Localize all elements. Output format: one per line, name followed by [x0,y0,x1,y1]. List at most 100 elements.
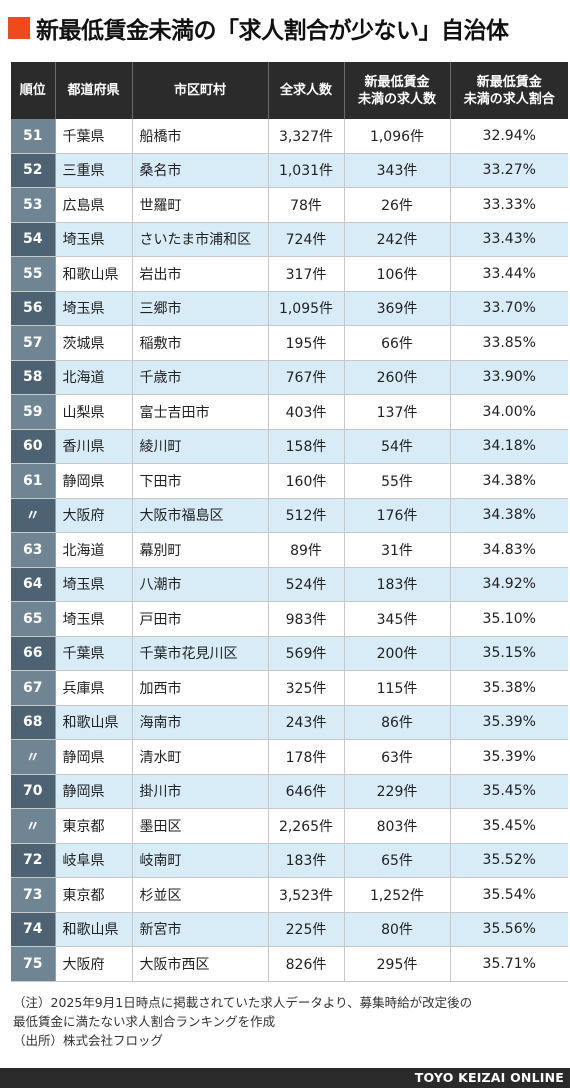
below-wage-jobs-cell: 55件 [344,463,451,499]
municipality-cell: 大阪市福島区 [132,498,269,533]
below-wage-jobs-cell: 80件 [344,912,451,947]
footnote: （注）2025年9月1日時点に掲載されていた求人データより、募集時給が改定後の … [13,993,561,1050]
rank-cell: 〃 [11,498,56,533]
municipality-cell: 掛川市 [132,774,269,809]
municipality-cell: 稲敷市 [132,325,269,361]
table-row: 64 埼玉県 八潮市 524件 183件 34.92% [11,567,568,602]
municipality-cell: 千歳市 [132,360,269,395]
rank-cell: 72 [11,843,56,878]
municipality-cell: 桑名市 [132,153,269,188]
table-row: 70 静岡県 掛川市 646件 229件 35.45% [11,774,568,809]
below-wage-ratio-cell: 34.00% [450,394,568,430]
total-jobs-cell: 3,523件 [268,877,345,913]
table-row: 61 静岡県 下田市 160件 55件 34.38% [11,463,568,499]
below-wage-jobs-cell: 31件 [344,532,451,568]
below-wage-ratio-cell: 33.44% [450,256,568,292]
footnote-source: （出所）株式会社フロッグ [13,1033,164,1048]
municipality-cell: 三郷市 [132,291,269,326]
below-wage-ratio-cell: 35.45% [450,774,568,809]
prefecture-cell: 埼玉県 [55,291,133,326]
below-wage-jobs-cell: 343件 [344,153,451,188]
table-row: 73 東京都 杉並区 3,523件 1,252件 35.54% [11,877,568,913]
below-wage-jobs-cell: 1,252件 [344,877,451,913]
municipality-cell: さいたま市浦和区 [132,222,269,257]
below-wage-ratio-cell: 33.33% [450,187,568,223]
table-row: 58 北海道 千歳市 767件 260件 33.90% [11,360,568,395]
rank-cell: 66 [11,636,56,671]
municipality-cell: 杉並区 [132,877,269,913]
total-jobs-cell: 524件 [268,567,345,602]
municipality-cell: 岩出市 [132,256,269,292]
below-wage-ratio-cell: 33.85% [450,325,568,361]
rank-cell: 73 [11,877,56,913]
total-jobs-cell: 158件 [268,429,345,464]
below-wage-ratio-cell: 34.38% [450,498,568,533]
column-header-municipality: 市区町村 [132,62,269,119]
total-jobs-cell: 646件 [268,774,345,809]
prefecture-cell: 埼玉県 [55,222,133,257]
page-title: 新最低賃金未満の「求人割合が少ない」自治体 [36,18,509,44]
total-jobs-cell: 1,095件 [268,291,345,326]
below-wage-jobs-cell: 200件 [344,636,451,671]
table-row: 60 香川県 綾川町 158件 54件 34.18% [11,429,568,464]
below-wage-jobs-cell: 242件 [344,222,451,257]
municipality-cell: 新宮市 [132,912,269,947]
prefecture-cell: 埼玉県 [55,567,133,602]
below-wage-jobs-cell: 295件 [344,946,451,982]
municipality-cell: 八潮市 [132,567,269,602]
municipality-cell: 清水町 [132,739,269,775]
total-jobs-cell: 767件 [268,360,345,395]
below-wage-ratio-cell: 34.18% [450,429,568,464]
total-jobs-cell: 403件 [268,394,345,430]
table-row: 63 北海道 幕別町 89件 31件 34.83% [11,532,568,568]
table-row: 59 山梨県 富士吉田市 403件 137件 34.00% [11,394,568,430]
total-jobs-cell: 225件 [268,912,345,947]
municipality-cell: 岐南町 [132,843,269,878]
rank-cell: 57 [11,325,56,361]
table-row: 〃東京都 墨田区 2,265件 803件 35.45% [11,808,568,844]
rank-cell: 〃 [11,739,56,775]
prefecture-cell: 和歌山県 [55,912,133,947]
municipality-cell: 世羅町 [132,187,269,223]
table-row: 75 大阪府 大阪市西区 826件 295件 35.71% [11,946,568,982]
prefecture-cell: 北海道 [55,360,133,395]
below-wage-ratio-cell: 35.52% [450,843,568,878]
column-header-rank: 順位 [11,62,56,119]
below-wage-jobs-cell: 183件 [344,567,451,602]
municipality-cell: 綾川町 [132,429,269,464]
rank-cell: 63 [11,532,56,568]
below-wage-ratio-cell: 35.39% [450,739,568,775]
total-jobs-cell: 89件 [268,532,345,568]
below-wage-jobs-cell: 369件 [344,291,451,326]
below-wage-ratio-cell: 34.92% [450,567,568,602]
table-row: 66 千葉県 千葉市花見川区 569件 200件 35.15% [11,636,568,671]
brand-logo-text: TOYO KEIZAI ONLINE [414,1070,564,1085]
below-wage-ratio-cell: 35.39% [450,705,568,740]
municipality-cell: 海南市 [132,705,269,740]
prefecture-cell: 兵庫県 [55,670,133,706]
total-jobs-cell: 317件 [268,256,345,292]
total-jobs-cell: 3,327件 [268,119,345,154]
total-jobs-cell: 183件 [268,843,345,878]
prefecture-cell: 静岡県 [55,739,133,775]
title-area: 新最低賃金未満の「求人割合が少ない」自治体 [8,8,509,48]
total-jobs-cell: 512件 [268,498,345,533]
below-wage-jobs-cell: 176件 [344,498,451,533]
below-wage-ratio-cell: 35.38% [450,670,568,706]
prefecture-cell: 香川県 [55,429,133,464]
rank-cell: 52 [11,153,56,188]
below-wage-jobs-cell: 63件 [344,739,451,775]
rank-cell: 59 [11,394,56,430]
table-row: 52 三重県 桑名市 1,031件 343件 33.27% [11,153,568,188]
table-row: 67 兵庫県 加西市 325件 115件 35.38% [11,670,568,706]
footnote-note-line1: （注）2025年9月1日時点に掲載されていた求人データより、募集時給が改定後の [13,995,473,1010]
table-row: 55 和歌山県 岩出市 317件 106件 33.44% [11,256,568,292]
below-wage-ratio-cell: 32.94% [450,119,568,154]
municipality-cell: 戸田市 [132,601,269,637]
table-row: 51 千葉県 船橋市 3,327件 1,096件 32.94% [11,119,568,154]
brand-bar: TOYO KEIZAI ONLINE [0,1068,570,1088]
prefecture-cell: 岐阜県 [55,843,133,878]
column-header-below-wage-jobs: 新最低賃金 未満の求人数 [344,62,451,119]
ranking-table: 順位 都道府県 市区町村 全求人数 新最低賃金 未満の求人数 新最低賃金 未満の求人… [11,62,568,982]
prefecture-cell: 静岡県 [55,774,133,809]
